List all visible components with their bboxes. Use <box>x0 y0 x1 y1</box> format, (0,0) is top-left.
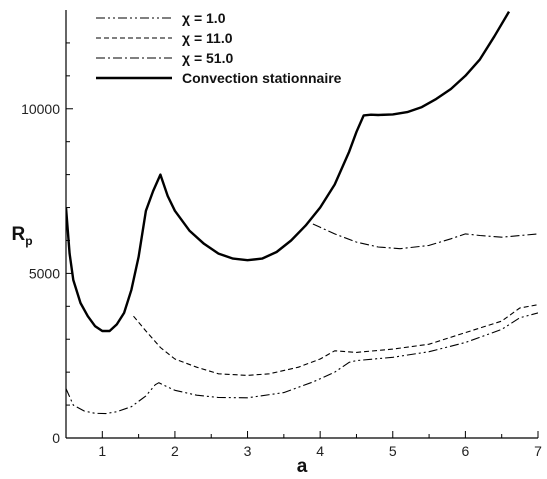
x-tick-label-3: 3 <box>244 443 252 459</box>
series-layer <box>66 10 538 415</box>
legend-label-1: χ = 11.0 <box>182 30 233 46</box>
y-tick-label-0: 0 <box>52 430 60 446</box>
y-tick-label-10000: 10000 <box>21 101 60 117</box>
x-tick-label-2: 2 <box>171 443 179 459</box>
x-axis-label: a <box>297 456 308 477</box>
x-tick-label-7: 7 <box>534 443 542 459</box>
series-line-2 <box>312 223 538 250</box>
series-line-3 <box>66 10 511 333</box>
series-line-0 <box>66 312 538 415</box>
x-tick-label-4: 4 <box>316 443 324 459</box>
legend: χ = 1.0 χ = 11.0 χ = 51.0 Convection statio… <box>96 10 342 86</box>
axes-layer: 1 2 3 4 5 6 7 0 5000 10000 <box>21 10 542 459</box>
x-tick-label-6: 6 <box>461 443 469 459</box>
y-tick-label-5000: 5000 <box>29 265 60 281</box>
legend-label-3: Convection stationnaire <box>182 70 342 86</box>
x-tick-label-5: 5 <box>389 443 397 459</box>
legend-label-2: χ = 51.0 <box>182 50 233 66</box>
y-axis-label: Rp <box>11 224 32 248</box>
legend-label-0: χ = 1.0 <box>182 10 226 26</box>
y-axis-label-subscript: p <box>25 234 32 248</box>
series-line-1 <box>133 304 538 376</box>
x-tick-label-1: 1 <box>98 443 106 459</box>
y-axis-label-main: R <box>11 224 25 245</box>
